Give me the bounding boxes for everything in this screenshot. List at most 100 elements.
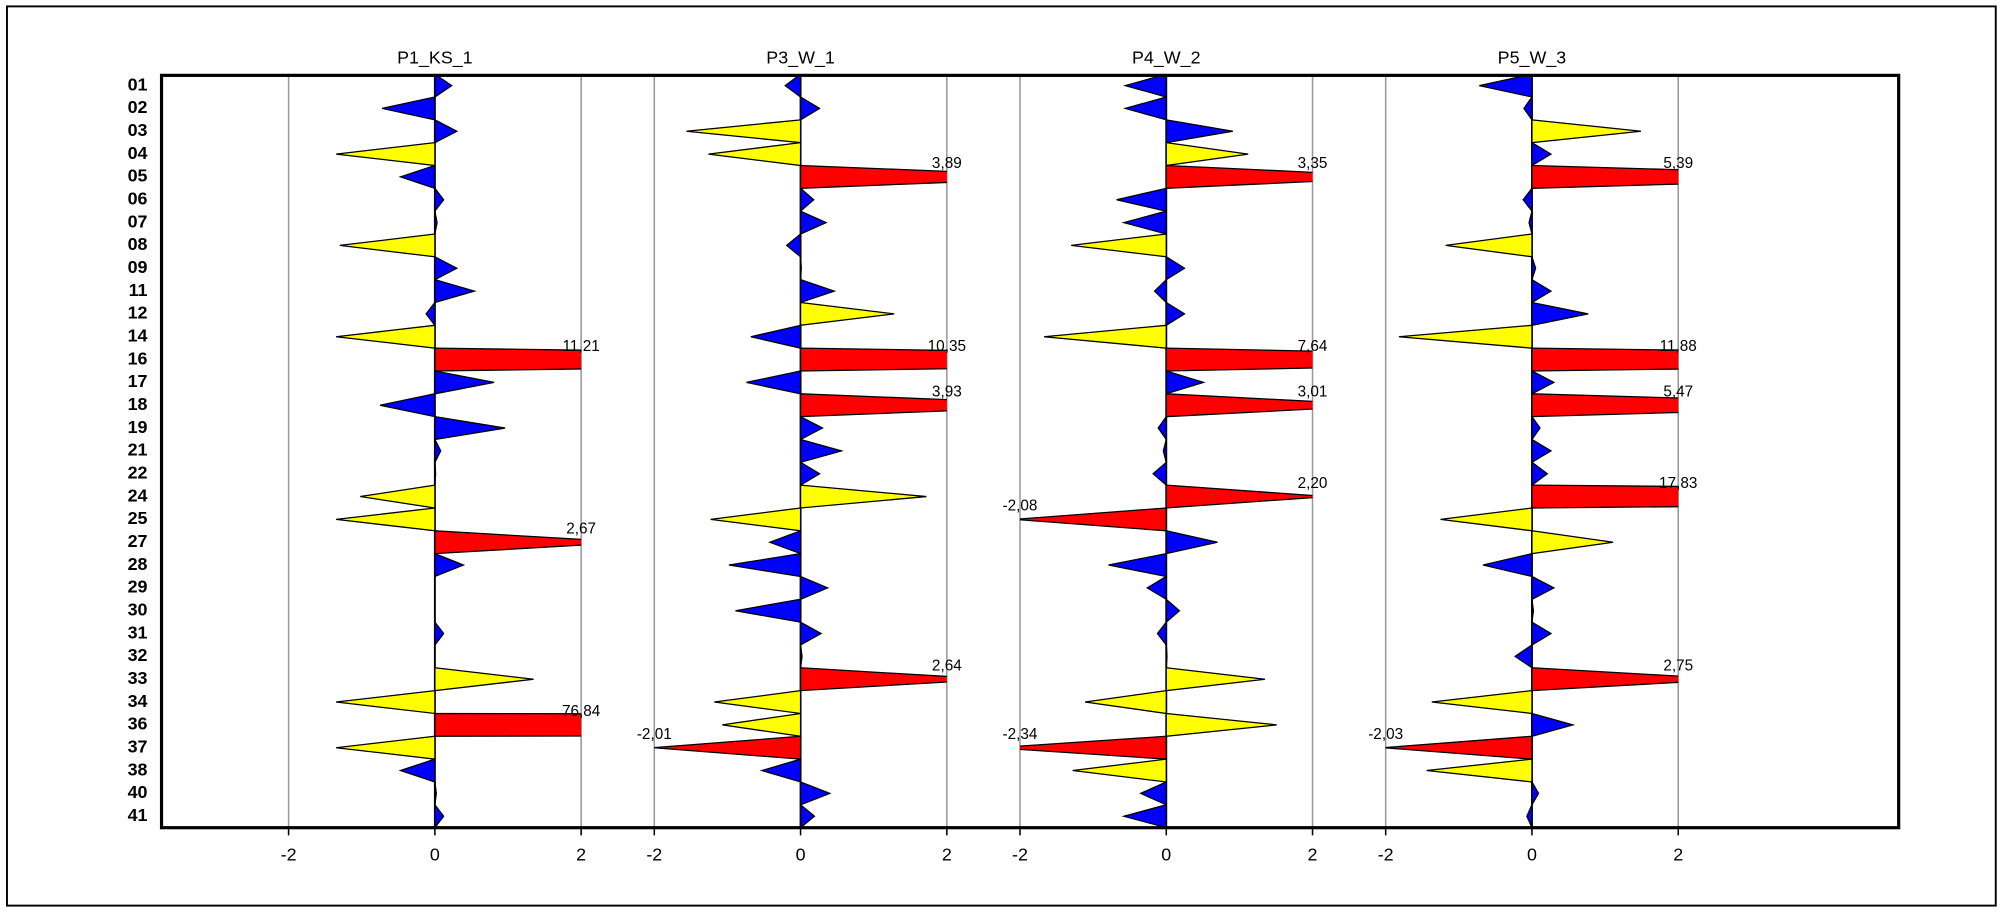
value-label: 11,21 (563, 338, 600, 355)
spike (799, 621, 823, 647)
plot-border (159, 73, 1901, 830)
category-label: 24 (128, 485, 148, 505)
category-label: 27 (128, 531, 148, 551)
panel-spikes (1019, 75, 1313, 828)
spike (1385, 735, 1533, 760)
category-label: 33 (128, 668, 148, 688)
spike (784, 75, 802, 99)
x-tick-label: 0 (1161, 845, 1171, 865)
category-label: 14 (128, 325, 148, 345)
category-label: 38 (128, 759, 148, 779)
spike (1165, 597, 1181, 624)
category-label: 05 (128, 166, 148, 186)
spike (1531, 301, 1589, 327)
spike (434, 255, 459, 281)
spike (1531, 461, 1549, 487)
spike (1531, 484, 1679, 509)
spike (1165, 393, 1313, 418)
value-label: 11,88 (1660, 338, 1697, 355)
spike (434, 118, 459, 144)
spike (799, 95, 821, 121)
spike (1445, 233, 1533, 258)
spike (1116, 187, 1167, 212)
spike (1528, 210, 1533, 235)
value-label: -2,08 (1003, 498, 1038, 515)
spike (1440, 507, 1533, 532)
spike (799, 186, 815, 213)
spike (785, 232, 802, 259)
spike (1072, 758, 1167, 783)
spike (799, 781, 832, 806)
value-label: -2,34 (1003, 726, 1038, 743)
spike (1162, 439, 1167, 463)
spike (1531, 621, 1553, 647)
spike (1523, 94, 1533, 122)
panel-title: P3_W_1 (766, 47, 835, 68)
spike (434, 667, 534, 692)
spike (1531, 414, 1541, 442)
spike (1146, 575, 1167, 601)
spike (799, 210, 828, 235)
spike (1398, 324, 1533, 349)
spike (434, 278, 477, 304)
spike (1044, 324, 1167, 349)
spike (799, 644, 803, 668)
category-label: 25 (128, 508, 148, 528)
spike (1531, 256, 1537, 280)
category-label: 17 (128, 371, 148, 391)
spike (1157, 414, 1167, 442)
spike (336, 735, 436, 760)
spike (360, 484, 436, 509)
panel-title: P4_W_2 (1132, 47, 1201, 68)
spike (1531, 347, 1679, 372)
spike (398, 164, 436, 190)
category-label: 16 (128, 348, 148, 368)
spike (722, 712, 802, 738)
spike (1121, 210, 1167, 235)
spike (434, 415, 506, 441)
spike (339, 233, 436, 258)
spike (1019, 507, 1167, 532)
value-label: 5,39 (1663, 155, 1693, 172)
category-label: 28 (128, 554, 148, 574)
spike (1152, 460, 1167, 487)
spike (1165, 119, 1233, 144)
spike (799, 393, 947, 418)
spike (1531, 530, 1614, 555)
x-tick-label: 0 (1527, 845, 1537, 865)
panel-spikes (336, 75, 582, 828)
category-label: 22 (128, 462, 148, 482)
value-label: 2,67 (566, 520, 596, 537)
category-label: 37 (128, 736, 148, 756)
spike (1531, 119, 1641, 144)
spike (750, 324, 802, 349)
spike (1531, 599, 1535, 623)
spike (654, 735, 802, 760)
spike (434, 781, 437, 805)
value-label: -2,03 (1368, 726, 1403, 743)
spike (1531, 779, 1540, 808)
category-label: 08 (128, 234, 148, 254)
plot-area: 0102030405060708091112141617181921222425… (128, 47, 1698, 865)
spike (799, 301, 895, 327)
spike (1531, 438, 1553, 464)
spike (1165, 667, 1266, 692)
category-label: 03 (128, 120, 148, 140)
spike (434, 370, 495, 395)
x-tick-label: 0 (430, 845, 440, 865)
spike (1084, 689, 1167, 715)
spike (799, 164, 947, 189)
spike (1431, 689, 1533, 715)
spike (1426, 758, 1533, 783)
spike (799, 415, 824, 441)
value-label: 2,75 (1663, 657, 1693, 674)
panel-title: P1_KS_1 (397, 47, 473, 68)
spike (336, 689, 436, 715)
category-label: 30 (128, 599, 148, 619)
spike (1531, 712, 1576, 738)
spike (799, 461, 821, 487)
spike (1071, 233, 1167, 258)
spike (1165, 301, 1186, 327)
value-label: 3,89 (932, 155, 962, 172)
